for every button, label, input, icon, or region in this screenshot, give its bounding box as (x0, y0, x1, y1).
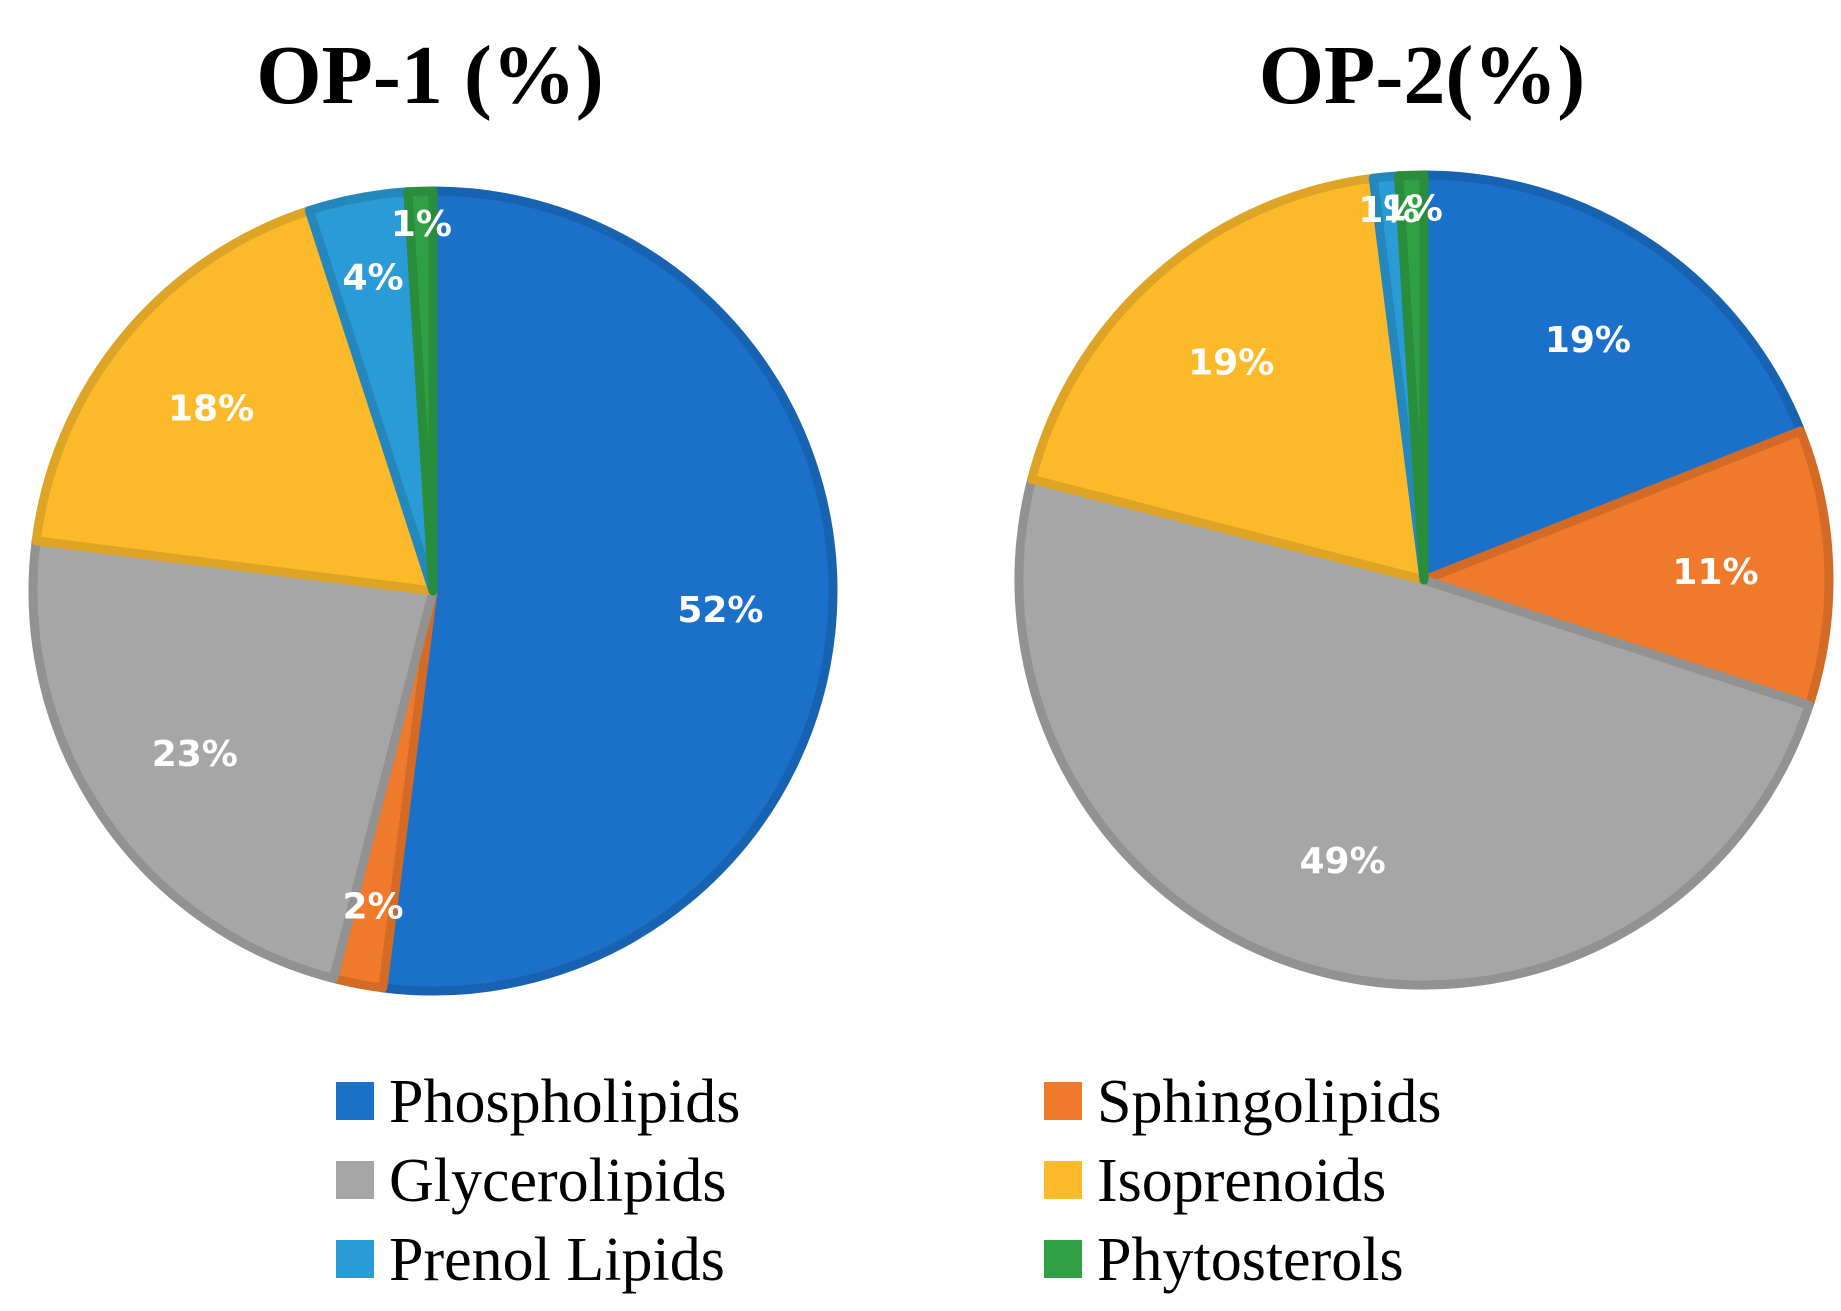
legend-swatch-isoprenoids (1044, 1161, 1082, 1199)
legend-item-sphingolipids: Sphingolipids (1044, 1068, 1442, 1136)
pie-slice-glycerolipids (1014, 474, 1814, 990)
legend-item-prenol-lipids: Prenol Lipids (336, 1226, 725, 1294)
legend-swatch-phytosterols (1044, 1240, 1082, 1278)
slice-label-isoprenoids: 19% (1188, 342, 1274, 383)
pie-slice-isoprenoids (1027, 173, 1429, 585)
slice-label-phytosterols: 1% (391, 204, 452, 245)
pie-slice-phospholipids (378, 186, 838, 996)
legend-item-phytosterols: Phytosterols (1044, 1226, 1404, 1294)
slice-label-phytosterols: 1% (1382, 189, 1443, 230)
slice-label-sphingolipids: 11% (1672, 552, 1758, 593)
legend-label-phospholipids: Phospholipids (389, 1068, 740, 1136)
pie-slice-glycerolipids (28, 536, 438, 983)
legend-label-isoprenoids: Isoprenoids (1097, 1147, 1386, 1215)
chart-title-op1: OP-1 (%) (256, 29, 604, 122)
slice-label-prenol-lipids: 4% (342, 258, 403, 299)
legend-label-sphingolipids: Sphingolipids (1097, 1068, 1442, 1136)
legend-swatch-phospholipids (336, 1082, 374, 1120)
slice-label-phospholipids: 52% (677, 590, 763, 631)
slice-label-isoprenoids: 18% (168, 388, 254, 429)
pie-slice-sphingolipids (1419, 426, 1834, 710)
pie-slice-phospholipids (1419, 170, 1806, 585)
pie-chart-op1: OP-1 (%) 52% 2% 23% 18% 4% 1% (28, 29, 838, 996)
legend-swatch-prenol-lipids (336, 1240, 374, 1278)
legend-item-isoprenoids: Isoprenoids (1044, 1147, 1386, 1215)
legend-label-glycerolipids: Glycerolipids (389, 1147, 727, 1215)
legend-item-phospholipids: Phospholipids (336, 1068, 740, 1136)
slice-label-sphingolipids: 2% (342, 886, 403, 927)
pie-chart-op2: OP-2(%) 19% 11% 49% 19% 1%1% (1014, 29, 1834, 990)
legend-swatch-sphingolipids (1044, 1082, 1082, 1120)
pie-slice-phytosterols (403, 186, 438, 596)
slice-label-glycerolipids: 23% (152, 734, 238, 775)
legend-label-prenol-lipids: Prenol Lipids (389, 1226, 725, 1294)
legend-label-phytosterols: Phytosterols (1097, 1226, 1404, 1294)
legend-item-glycerolipids: Glycerolipids (336, 1147, 727, 1215)
slice-label-glycerolipids: 49% (1300, 841, 1386, 882)
legend-swatch-glycerolipids (336, 1161, 374, 1199)
slice-label-prenol-lipids: 1% (1358, 190, 1419, 231)
legend: Phospholipids Sphingolipids Glycerolipid… (336, 1068, 1442, 1294)
slice-label-phospholipids: 19% (1545, 320, 1631, 361)
pie-slice-phytosterols (1394, 170, 1429, 585)
chart-title-op2: OP-2(%) (1259, 29, 1586, 122)
pie-slice-isoprenoids (31, 206, 438, 596)
